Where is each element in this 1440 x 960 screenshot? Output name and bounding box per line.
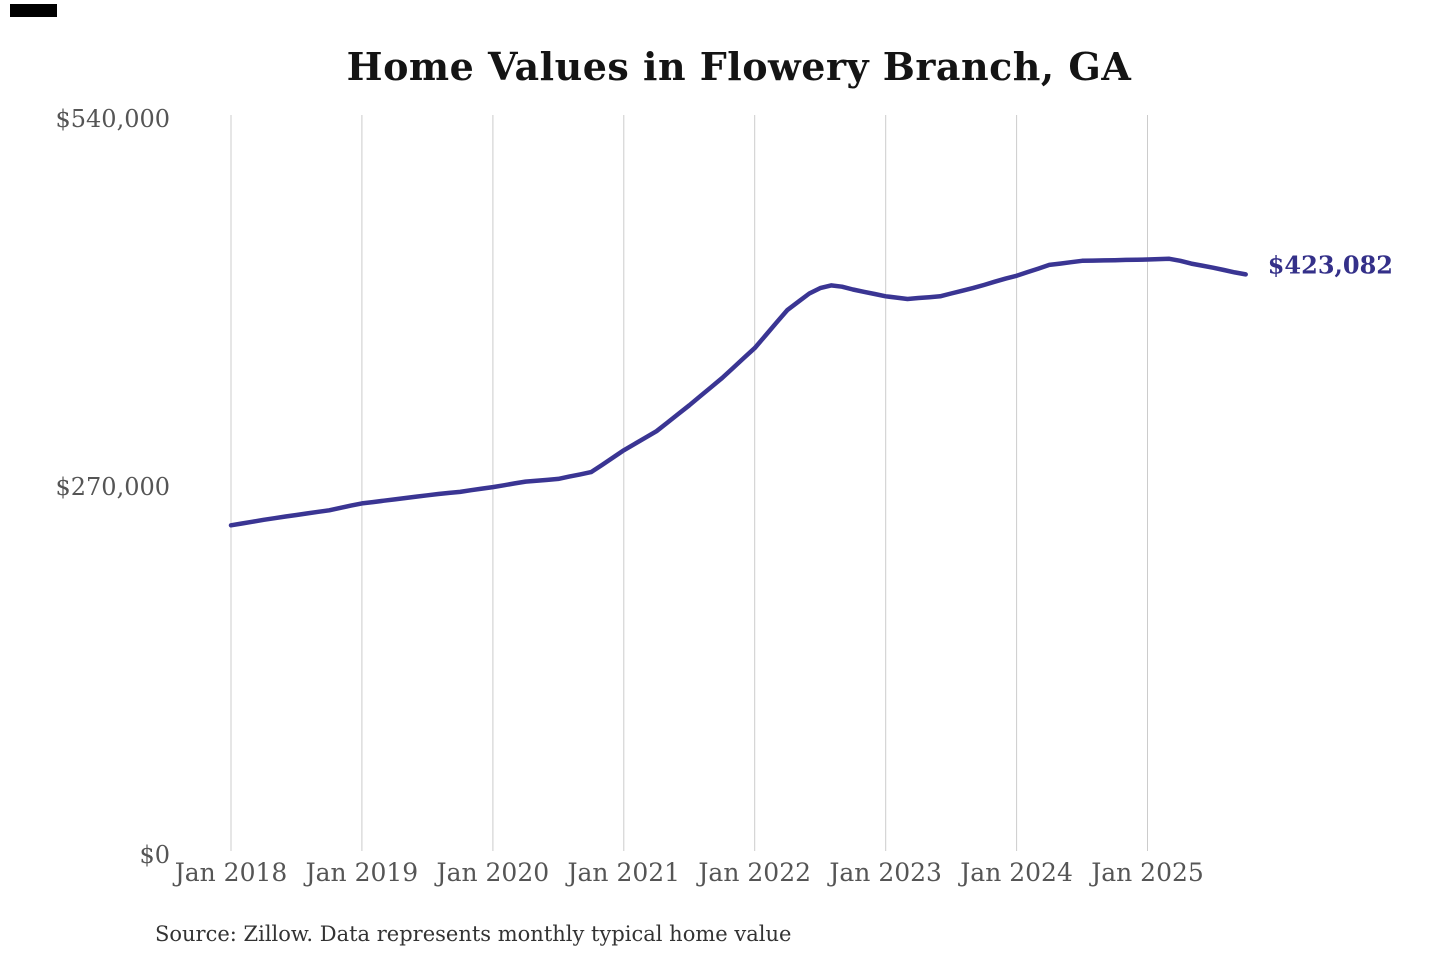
screenshot-artifact-bar [10, 4, 57, 17]
x-tick-label: Jan 2018 [174, 858, 288, 887]
y-tick-label: $0 [139, 841, 170, 869]
source-note: Source: Zillow. Data represents monthly … [155, 922, 792, 946]
x-tick-label: Jan 2023 [829, 858, 942, 887]
final-value-label: $423,082 [1267, 250, 1393, 280]
x-tick-label: Jan 2024 [960, 858, 1073, 887]
x-tick-label: Jan 2021 [567, 858, 681, 887]
vertical-gridlines [230, 115, 1148, 851]
y-tick-label: $270,000 [55, 473, 170, 501]
x-tick-label: Jan 2020 [436, 858, 550, 887]
x-tick-label: Jan 2019 [305, 858, 419, 887]
x-tick-label: Jan 2022 [698, 858, 812, 887]
y-tick-label: $540,000 [55, 105, 170, 133]
home-value-line-series [228, 256, 1248, 528]
chart-title: Home Values in Flowery Branch, GA [346, 44, 1132, 89]
x-tick-label: Jan 2025 [1091, 858, 1204, 887]
